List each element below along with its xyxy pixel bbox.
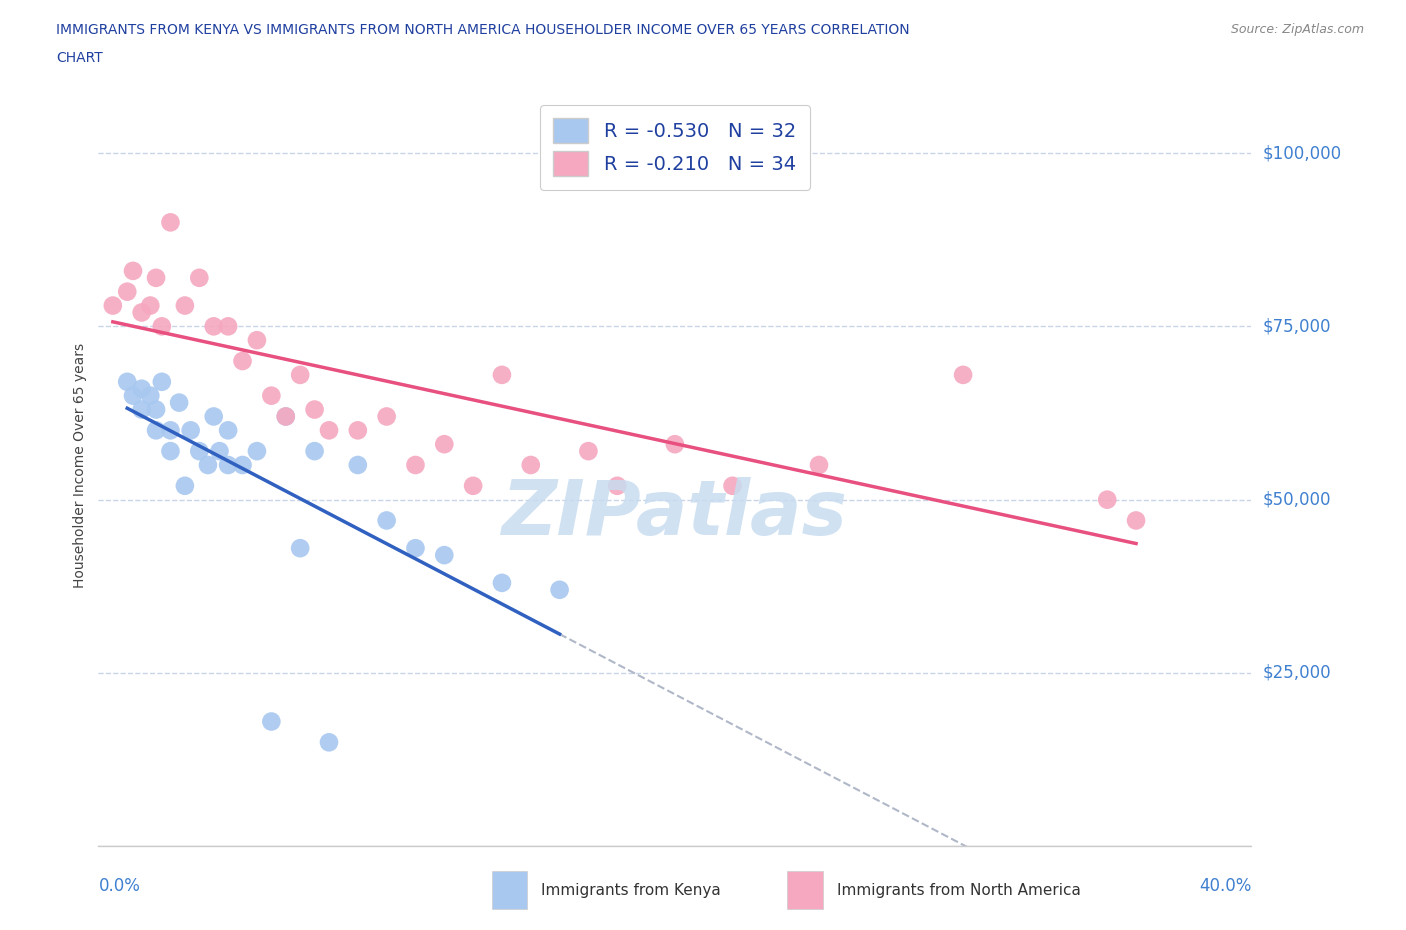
Text: IMMIGRANTS FROM KENYA VS IMMIGRANTS FROM NORTH AMERICA HOUSEHOLDER INCOME OVER 6: IMMIGRANTS FROM KENYA VS IMMIGRANTS FROM…: [56, 23, 910, 37]
Text: $100,000: $100,000: [1263, 144, 1341, 162]
Text: 0.0%: 0.0%: [98, 877, 141, 895]
Text: $50,000: $50,000: [1263, 491, 1331, 509]
FancyBboxPatch shape: [787, 871, 823, 910]
Point: [1125, 513, 1147, 528]
Point: [208, 444, 231, 458]
FancyBboxPatch shape: [492, 871, 527, 910]
Point: [807, 458, 830, 472]
Point: [375, 513, 398, 528]
Point: [375, 409, 398, 424]
Point: [150, 375, 173, 390]
Point: [188, 444, 211, 458]
Point: [246, 444, 269, 458]
Point: [304, 444, 326, 458]
Point: [260, 714, 283, 729]
Point: [131, 402, 153, 417]
Point: [202, 319, 225, 334]
Point: [576, 444, 599, 458]
Point: [159, 444, 181, 458]
Point: [101, 299, 124, 313]
Point: [231, 353, 254, 368]
Point: [664, 437, 686, 452]
Point: [131, 381, 153, 396]
Point: [346, 458, 368, 472]
Point: [346, 423, 368, 438]
Text: $25,000: $25,000: [1263, 664, 1331, 682]
Point: [145, 402, 167, 417]
Point: [159, 423, 181, 438]
Point: [721, 478, 744, 493]
Point: [139, 388, 162, 403]
Point: [548, 582, 571, 597]
Legend: R = -0.530   N = 32, R = -0.210   N = 34: R = -0.530 N = 32, R = -0.210 N = 34: [540, 105, 810, 190]
Text: $75,000: $75,000: [1263, 317, 1331, 336]
Text: ZIPatlas: ZIPatlas: [502, 476, 848, 551]
Point: [217, 458, 239, 472]
Point: [217, 319, 239, 334]
Point: [117, 285, 138, 299]
Point: [246, 333, 269, 348]
Point: [290, 540, 312, 555]
Point: [188, 271, 211, 286]
Point: [217, 423, 239, 438]
Point: [150, 319, 173, 334]
Point: [405, 458, 427, 472]
Point: [202, 409, 225, 424]
Text: Source: ZipAtlas.com: Source: ZipAtlas.com: [1230, 23, 1364, 36]
Point: [491, 576, 513, 591]
Point: [318, 423, 340, 438]
Point: [318, 735, 340, 750]
Point: [139, 299, 162, 313]
Text: 40.0%: 40.0%: [1199, 877, 1251, 895]
Point: [174, 478, 197, 493]
Point: [145, 423, 167, 438]
Point: [433, 437, 456, 452]
Point: [304, 402, 326, 417]
Point: [491, 367, 513, 382]
Point: [260, 388, 283, 403]
Point: [274, 409, 297, 424]
Text: Immigrants from North America: Immigrants from North America: [837, 883, 1080, 897]
Y-axis label: Householder Income Over 65 years: Householder Income Over 65 years: [73, 342, 87, 588]
Point: [952, 367, 974, 382]
Point: [145, 271, 167, 286]
Point: [461, 478, 484, 493]
Text: CHART: CHART: [56, 51, 103, 65]
Point: [606, 478, 628, 493]
Point: [274, 409, 297, 424]
Point: [520, 458, 543, 472]
Text: Immigrants from Kenya: Immigrants from Kenya: [541, 883, 721, 897]
Point: [122, 263, 145, 278]
Point: [290, 367, 312, 382]
Point: [122, 388, 145, 403]
Point: [433, 548, 456, 563]
Point: [159, 215, 181, 230]
Point: [131, 305, 153, 320]
Point: [174, 299, 197, 313]
Point: [405, 540, 427, 555]
Point: [180, 423, 202, 438]
Point: [117, 375, 138, 390]
Point: [1097, 492, 1119, 507]
Point: [231, 458, 254, 472]
Point: [167, 395, 190, 410]
Point: [197, 458, 219, 472]
